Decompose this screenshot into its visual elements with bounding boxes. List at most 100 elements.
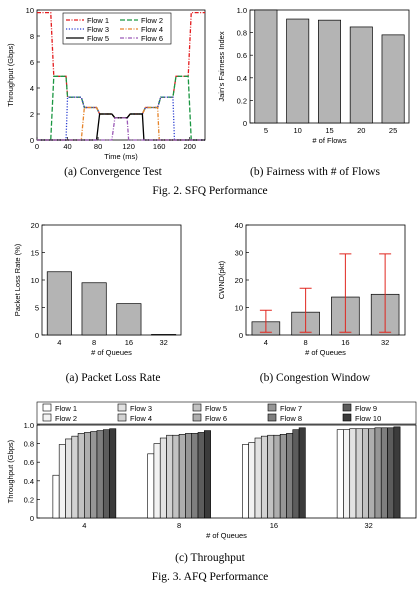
throughput-bar-flow-5	[77, 433, 85, 519]
convergence-ytick-label: 0	[30, 136, 34, 145]
throughput-bar-flow-8	[286, 433, 294, 519]
convergence-series-flow-5	[37, 113, 205, 141]
lossrate-xtick-label: 32	[159, 338, 167, 347]
throughput-bar-flow-1	[52, 474, 60, 519]
caption-loss-rate: (a) Packet Loss Rate	[65, 372, 161, 384]
throughput-bar-flow-6	[273, 434, 281, 519]
throughput-bar-flow-9	[292, 429, 300, 519]
throughput-legend-swatch	[342, 413, 352, 422]
throughput-legend-swatch	[42, 413, 52, 422]
cwnd-xtick-label: 4	[264, 338, 268, 347]
convergence-ytick-label: 6	[30, 58, 34, 67]
lossrate-ytick-label: 0	[35, 331, 39, 340]
throughput-ytick-label: 0.4	[24, 477, 34, 486]
convergence-legend-label: Flow 6	[141, 34, 163, 43]
convergence-ytick-label: 4	[30, 84, 34, 93]
throughput-ytick-label: 0.2	[24, 495, 34, 504]
cwnd-xtick-label: 16	[341, 338, 349, 347]
lossrate-bar	[116, 303, 142, 336]
throughput-legend-label: Flow 1	[55, 404, 77, 413]
throughput-legend-swatch	[342, 403, 352, 412]
throughput-legend-label: Flow 7	[280, 404, 302, 413]
fairness-ytick-label: 0.2	[237, 96, 247, 105]
throughput-legend-label: Flow 8	[280, 414, 302, 423]
throughput-legend-swatch	[192, 413, 202, 422]
fairness-bar	[254, 9, 278, 124]
throughput-legend-label: Flow 9	[355, 404, 377, 413]
throughput-bar-flow-7	[185, 433, 193, 519]
throughput-ytick-label: 0.6	[24, 458, 34, 467]
convergence-xtick-label: 200	[183, 142, 196, 151]
throughput-bar-flow-6	[84, 432, 91, 519]
lossrate-xtick-label: 4	[57, 338, 61, 347]
convergence-xtick-label: 120	[122, 142, 135, 151]
lossrate-ytick-label: 15	[31, 249, 39, 258]
fairness-ytick-label: 1.0	[237, 6, 247, 15]
throughput-ylabel: Throughput (Gbps)	[6, 439, 15, 503]
throughput-bar-flow-8	[380, 427, 388, 519]
lossrate-ytick-label: 20	[31, 221, 39, 230]
caption-throughput: (c) Throughput	[175, 552, 245, 564]
throughput-bar-flow-7	[279, 433, 287, 519]
fairness-xtick-label: 20	[357, 126, 365, 135]
throughput-legend-swatch	[267, 413, 277, 422]
throughput-legend-label: Flow 5	[205, 404, 227, 413]
throughput-bar-flow-5	[172, 434, 180, 519]
throughput-legend-swatch	[117, 403, 127, 412]
convergence-ytick-label: 10	[26, 6, 34, 15]
cwnd-xtick-label: 32	[381, 338, 389, 347]
throughput-xtick-label: 8	[177, 521, 181, 530]
throughput-legend-swatch	[192, 403, 202, 412]
convergence-ytick-label: 2	[30, 110, 34, 119]
throughput-bar-flow-2	[58, 444, 66, 519]
fairness-bar	[381, 34, 405, 124]
throughput-bar-flow-9	[387, 427, 395, 519]
fairness-bar	[286, 18, 310, 124]
convergence-series-flow-2	[37, 75, 205, 141]
throughput-bar-flow-9	[102, 429, 110, 519]
fairness-bar	[349, 26, 373, 124]
throughput-bar-flow-9	[197, 432, 205, 519]
lossrate-ylabel: Packet Loss Rate (%)	[13, 243, 22, 316]
convergence-legend-label: Flow 3	[87, 25, 109, 34]
convergence-series-flow-6	[37, 117, 205, 141]
convergence-plot-frame	[36, 9, 206, 141]
throughput-xtick-label: 4	[82, 521, 86, 530]
throughput-bar-flow-3	[349, 428, 357, 519]
convergence-legend-label: Flow 2	[141, 16, 163, 25]
fairness-xtick-label: 10	[294, 126, 302, 135]
cwnd-ytick-label: 0	[239, 331, 243, 340]
lossrate-bar	[151, 334, 177, 336]
throughput-xlabel: # of Queues	[206, 531, 247, 540]
convergence-legend-label: Flow 5	[87, 34, 109, 43]
throughput-bar-flow-1	[336, 429, 344, 519]
throughput-bar-flow-1	[147, 453, 155, 519]
convergence-xtick-label: 0	[35, 142, 39, 151]
caption-fairness: (b) Fairness with # of Flows	[249, 166, 380, 178]
lossrate-xtick-label: 8	[92, 338, 96, 347]
fairness-ytick-label: 0.6	[237, 51, 247, 60]
throughput-bar-flow-10	[109, 428, 117, 519]
cwnd-ytick-label: 30	[235, 249, 243, 258]
throughput-plot-frame	[36, 424, 417, 519]
convergence-legend-label: Flow 1	[87, 16, 109, 25]
throughput-bar-flow-3	[254, 437, 262, 519]
fairness-xtick-label: 15	[325, 126, 333, 135]
figure-2-caption: Fig. 2. SFQ Performance	[152, 185, 268, 197]
throughput-legend-swatch	[117, 413, 127, 422]
lossrate-xlabel: # of Queues	[91, 348, 132, 357]
convergence-xtick-label: 40	[63, 142, 71, 151]
throughput-bar-flow-2	[248, 442, 256, 519]
throughput-legend-swatch	[267, 403, 277, 412]
throughput-xtick-label: 16	[270, 521, 278, 530]
fairness-xtick-label: 5	[264, 126, 268, 135]
throughput-legend-label: Flow 10	[355, 414, 381, 423]
throughput-xtick-label: 32	[364, 521, 372, 530]
cwnd-ylabel: CWND(pkt)	[217, 260, 226, 299]
cwnd-ytick-label: 40	[235, 221, 243, 230]
throughput-bar-flow-4	[166, 434, 174, 519]
throughput-ytick-label: 1.0	[24, 421, 34, 430]
throughput-bar-flow-10	[393, 426, 401, 519]
lossrate-ytick-label: 5	[35, 304, 39, 313]
